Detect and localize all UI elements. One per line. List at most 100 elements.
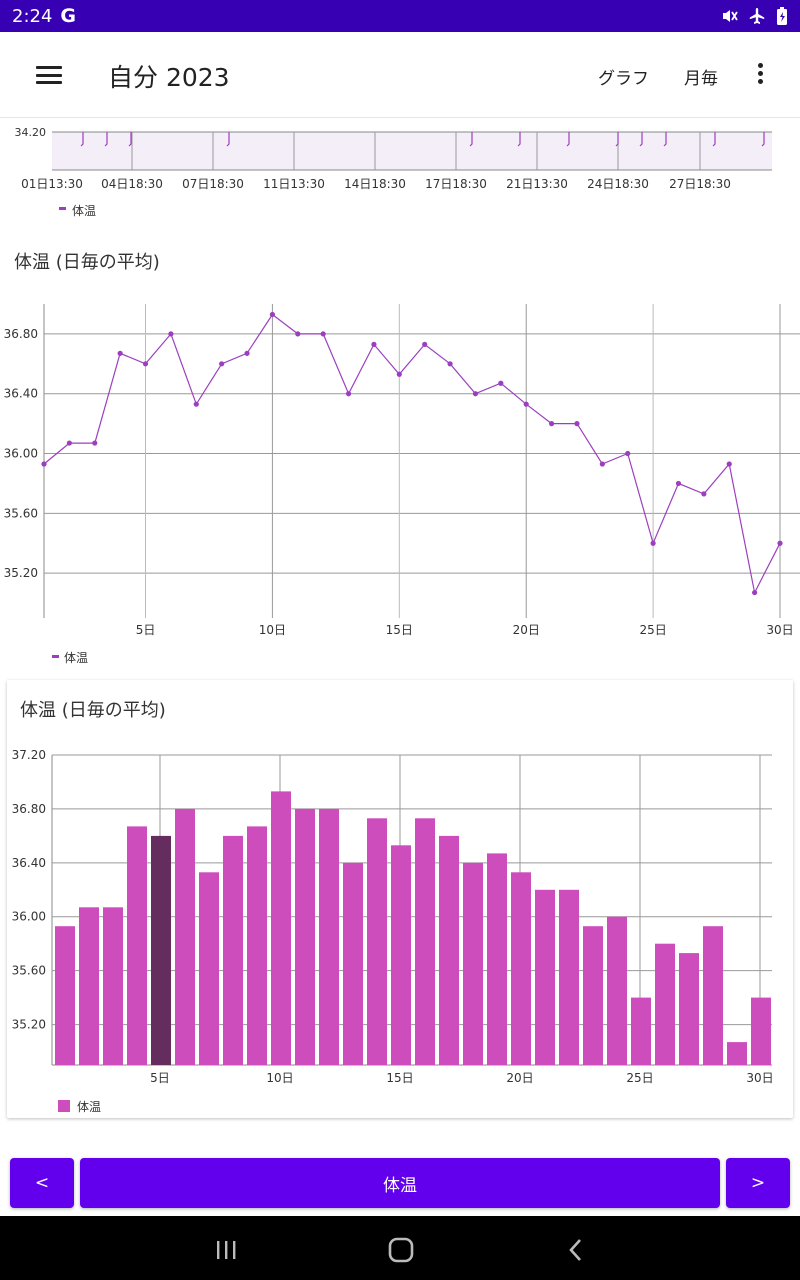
line-point <box>752 589 758 596</box>
line-point <box>320 331 326 337</box>
bar-xtick-label: 5日 <box>150 1071 170 1085</box>
line-series <box>43 313 781 595</box>
bar <box>391 845 411 1065</box>
bar <box>535 889 555 1065</box>
raw-legend-swatch <box>59 207 66 210</box>
line-point <box>396 371 402 377</box>
bar <box>199 872 219 1065</box>
line-point <box>117 350 123 356</box>
bar <box>655 943 675 1065</box>
bar <box>103 907 123 1065</box>
chart-scroll-area[interactable]: 34.20 01日13:30 04日18:30 07日18:30 11日13:30 14… <box>0 118 800 1148</box>
line-xtick-label: 15日 <box>386 623 413 637</box>
bar <box>439 835 459 1065</box>
bar-chart-yticks: 35.20 35.60 36.00 36.40 36.80 37.20 <box>12 748 46 1032</box>
bar-ytick-label: 37.20 <box>12 748 46 762</box>
raw-xtick-label: 07日18:30 <box>182 177 244 191</box>
raw-xtick-label: 21日13:30 <box>506 177 568 191</box>
bottom-nav: < 体温 > <box>0 1148 800 1216</box>
line-point <box>371 341 377 347</box>
bar-legend-label: 体温 <box>77 1100 101 1114</box>
bar-chart-title: 体温 (日毎の平均) <box>20 700 166 721</box>
bar <box>751 997 771 1065</box>
line-point <box>168 331 174 337</box>
raw-data-mark <box>712 132 716 147</box>
line-xtick-label: 30日 <box>766 623 793 637</box>
battery-icon <box>777 7 787 25</box>
raw-data-mark <box>226 132 230 147</box>
monthly-button[interactable]: 月毎 <box>684 69 718 89</box>
line-point <box>726 461 732 467</box>
line-chart-grid <box>43 304 800 618</box>
bar <box>127 826 147 1065</box>
line-point <box>548 421 555 427</box>
bar <box>79 907 99 1065</box>
bar-highlighted <box>151 835 171 1065</box>
line-legend-label: 体温 <box>64 651 88 665</box>
bar <box>415 818 435 1065</box>
line-point <box>66 440 72 446</box>
raw-xtick-label: 27日18:30 <box>669 177 731 191</box>
line-chart-yticks: 35.20 35.60 36.00 36.40 36.80 <box>4 327 38 580</box>
hamburger-icon[interactable] <box>36 66 62 84</box>
line-point <box>92 440 98 446</box>
raw-xtick-labels: 01日13:30 04日18:30 07日18:30 11日13:30 14日18:30… <box>21 177 731 191</box>
line-point <box>574 421 580 427</box>
bar <box>679 953 699 1065</box>
line-point <box>701 491 707 497</box>
line-point <box>219 361 225 367</box>
bar <box>247 826 267 1065</box>
prev-button[interactable]: < <box>10 1158 74 1208</box>
raw-data-mark <box>80 132 84 147</box>
bar-xtick-label: 15日 <box>386 1071 413 1085</box>
graph-button[interactable]: グラフ <box>598 69 649 89</box>
raw-data-marks <box>80 132 765 147</box>
bar <box>367 818 387 1065</box>
more-vert-icon[interactable] <box>755 63 765 87</box>
line-point <box>447 361 453 367</box>
raw-xtick-label: 01日13:30 <box>21 177 83 191</box>
bar <box>295 808 315 1065</box>
recent-apps-icon[interactable] <box>212 1235 242 1265</box>
raw-readings-chart: 34.20 01日13:30 04日18:30 07日18:30 11日13:30 14… <box>15 126 772 218</box>
bar <box>55 926 75 1065</box>
line-point <box>193 401 199 407</box>
line-point <box>599 461 605 467</box>
bar-chart-card: 体温 (日毎の平均) 35.20 35.60 36.00 36.40 36.80 37.2… <box>7 680 793 1118</box>
raw-data-mark <box>663 132 667 147</box>
bar-xtick-label: 30日 <box>746 1071 773 1085</box>
line-ytick-label: 35.20 <box>4 566 38 580</box>
line-point <box>345 391 352 397</box>
raw-plot-background <box>52 132 772 170</box>
bar <box>343 862 363 1065</box>
bar-series <box>55 791 771 1065</box>
bar <box>271 791 291 1065</box>
bar-ytick-label: 35.20 <box>12 1018 46 1032</box>
line-points <box>41 311 783 596</box>
bar-ytick-label: 36.80 <box>12 802 46 816</box>
line-point <box>650 540 656 546</box>
line-xtick-label: 20日 <box>513 623 540 637</box>
line-point <box>625 450 631 457</box>
home-icon[interactable] <box>386 1235 416 1265</box>
next-button[interactable]: > <box>726 1158 790 1208</box>
line-point <box>675 480 682 487</box>
line-point <box>295 331 301 337</box>
bar-ytick-label: 35.60 <box>12 964 46 978</box>
raw-data-mark <box>761 132 765 147</box>
line-ytick-label: 36.40 <box>4 387 38 401</box>
line-chart-title: 体温 (日毎の平均) <box>14 252 160 273</box>
status-time: 2:24 <box>12 5 53 27</box>
bar-chart[interactable]: 35.20 35.60 36.00 36.40 36.80 37.20 5日 10日 15日 2… <box>7 680 793 1118</box>
raw-xtick-label: 04日18:30 <box>101 177 163 191</box>
raw-data-mark <box>469 132 473 147</box>
bar-ytick-label: 36.40 <box>12 856 46 870</box>
line-xtick-label: 10日 <box>259 623 286 637</box>
bar <box>631 997 651 1065</box>
mute-icon <box>723 10 738 22</box>
metric-button[interactable]: 体温 <box>80 1158 720 1208</box>
line-legend-swatch <box>52 655 59 658</box>
back-icon[interactable] <box>561 1235 591 1265</box>
raw-data-mark <box>566 132 570 147</box>
raw-xtick-label: 11日13:30 <box>263 177 325 191</box>
